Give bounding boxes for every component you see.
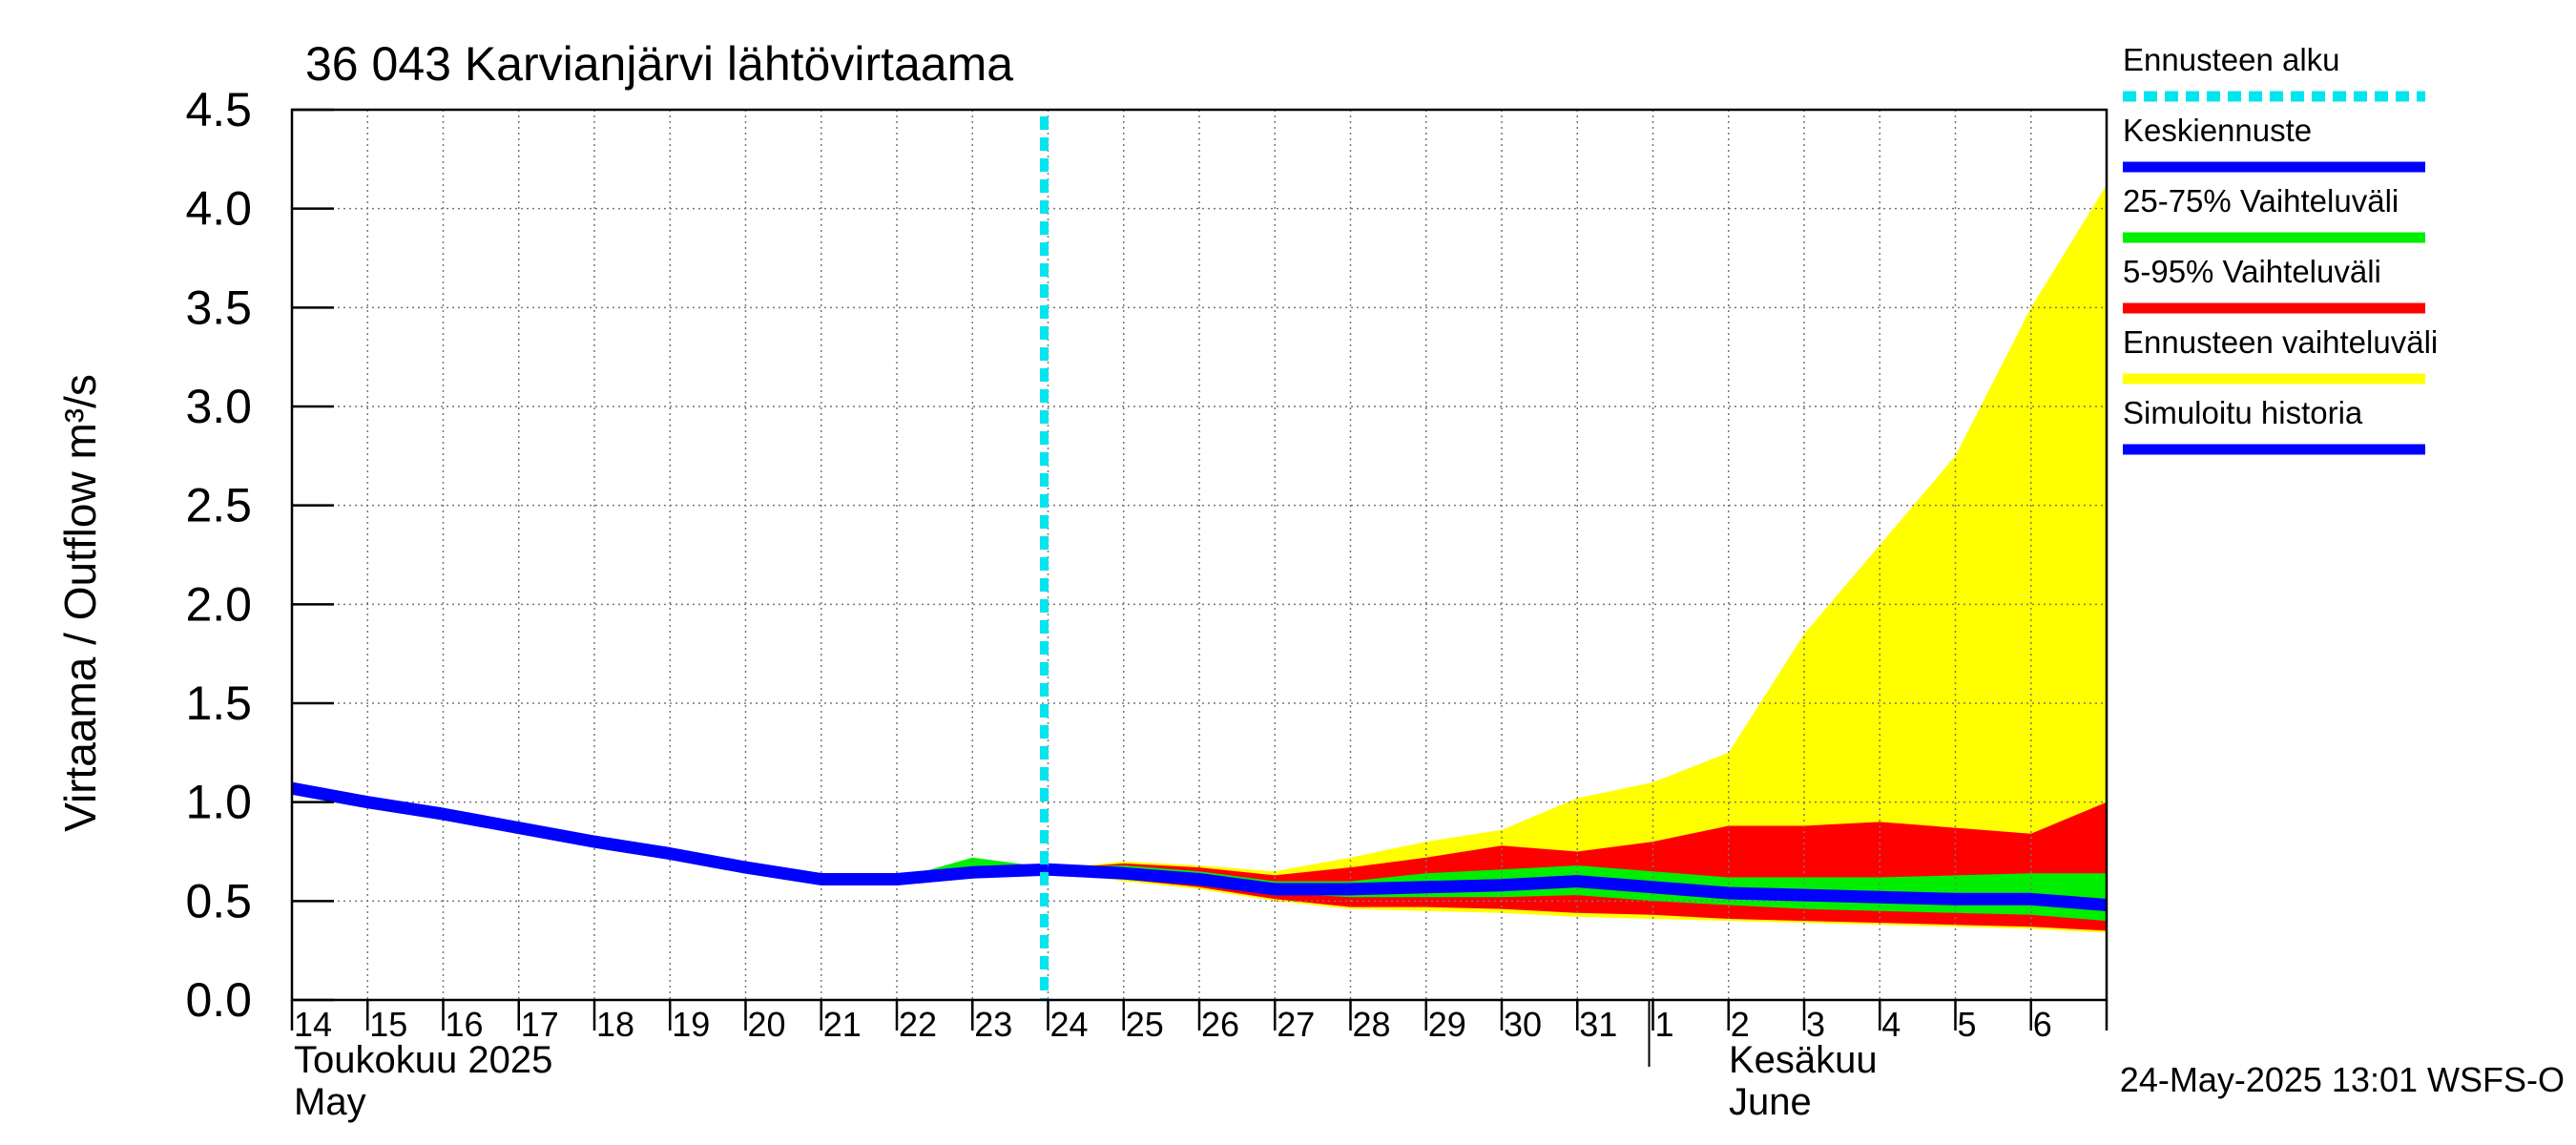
y-axis-label: Virtaama / Outflow m³/s (55, 374, 105, 832)
legend-label: Keskiennuste (2123, 113, 2312, 148)
x-tick-label: 21 (823, 1005, 862, 1044)
month-label-june-en: June (1729, 1081, 1812, 1123)
month-label-june-fi: Kesäkuu (1729, 1039, 1878, 1081)
x-tick-label: 29 (1428, 1005, 1466, 1044)
x-tick-label: 5 (1958, 1005, 1977, 1044)
timestamp: 24-May-2025 13:01 WSFS-O (2120, 1060, 2565, 1099)
x-tick-label: 4 (1881, 1005, 1901, 1044)
legend-label: 25-75% Vaihteluväli (2123, 183, 2399, 219)
x-tick-label: 26 (1201, 1005, 1239, 1044)
band-forecast-range (1048, 184, 2107, 933)
x-tick-label: 31 (1579, 1005, 1617, 1044)
y-tick-label: 2.5 (185, 479, 252, 532)
legend-label: Ennusteen alku (2123, 42, 2340, 77)
line-simulated-history (290, 781, 1049, 885)
x-tick-label: 27 (1277, 1005, 1315, 1044)
x-tick-label: 19 (672, 1005, 710, 1044)
y-tick-label: 4.5 (185, 83, 252, 136)
x-tick-label: 3 (1806, 1005, 1825, 1044)
y-tick-label: 0.0 (185, 973, 252, 1027)
y-tick-label: 1.0 (185, 776, 252, 829)
legend-label: Simuloitu historia (2123, 395, 2363, 430)
legend-label: Ennusteen vaihteluväli (2123, 324, 2438, 360)
month-label-may-fi: Toukokuu 2025 (294, 1039, 552, 1081)
x-tick-label: 25 (1126, 1005, 1164, 1044)
month-label-may-en: May (294, 1081, 366, 1123)
chart-title: 36 043 Karvianjärvi lähtövirtaama (305, 37, 1013, 91)
y-tick-label: 3.0 (185, 380, 252, 433)
x-tick-label: 16 (446, 1005, 484, 1044)
y-tick-label: 3.5 (185, 281, 252, 334)
y-tick-label: 2.0 (185, 577, 252, 631)
x-tick-label: 20 (748, 1005, 786, 1044)
x-tick-label: 14 (294, 1005, 332, 1044)
x-tick-label: 30 (1504, 1005, 1542, 1044)
legend-label: 5-95% Vaihteluväli (2123, 254, 2381, 289)
legend: Ennusteen alku Keskiennuste 25-75% Vaihtel… (2123, 42, 2438, 455)
axes: 0.00.51.01.52.02.53.03.54.04.514 15 16 17 18… (185, 83, 2109, 1067)
x-tick-label: 24 (1050, 1005, 1089, 1044)
x-tick-label: 23 (974, 1005, 1012, 1044)
x-tick-label: 28 (1353, 1005, 1391, 1044)
x-tick-label: 17 (521, 1005, 559, 1044)
x-tick-label: 1 (1655, 1005, 1674, 1044)
y-tick-label: 1.5 (185, 677, 252, 730)
x-tick-label: 18 (596, 1005, 634, 1044)
x-tick-label: 2 (1731, 1005, 1750, 1044)
x-tick-label: 6 (2033, 1005, 2052, 1044)
plot-area (290, 110, 2108, 1000)
x-tick-label: 15 (369, 1005, 407, 1044)
y-tick-label: 4.0 (185, 182, 252, 236)
y-tick-label: 0.5 (185, 874, 252, 927)
x-tick-label: 22 (899, 1005, 937, 1044)
line-median-forecast (1048, 863, 2108, 911)
